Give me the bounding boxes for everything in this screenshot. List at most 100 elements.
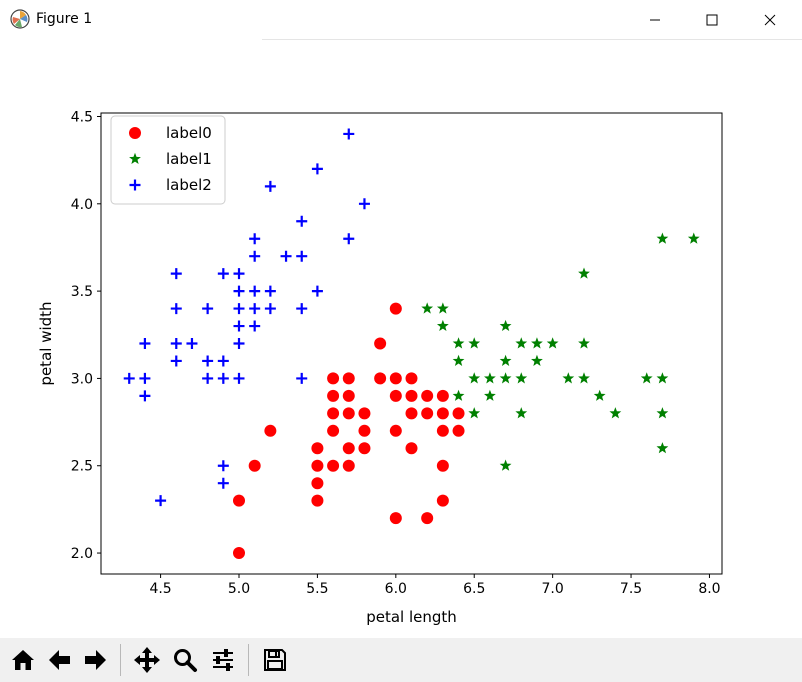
y-tick-label: 2.5: [71, 459, 93, 475]
label0-point: [233, 494, 245, 507]
y-tick-label: 4.5: [71, 109, 93, 125]
label1-point: [609, 407, 622, 419]
label2-point: [343, 233, 355, 245]
label2-point: [249, 233, 261, 245]
label1-point: [515, 337, 528, 349]
label2-point: [170, 338, 182, 349]
label2-point: [139, 338, 151, 349]
label0-point: [389, 302, 402, 315]
label2-point: [202, 355, 214, 367]
label2-point: [249, 250, 261, 262]
y-tick-label: 2.0: [71, 546, 93, 562]
label1-point: [499, 354, 512, 366]
label0-point: [327, 424, 340, 437]
matplotlib-logo-icon: [10, 9, 30, 29]
label1-point: [484, 389, 496, 401]
label0-point: [436, 389, 449, 402]
label1-point: [468, 407, 481, 419]
maximize-button[interactable]: [689, 0, 735, 40]
label0-point: [389, 424, 402, 437]
forward-button[interactable]: [79, 642, 113, 678]
label2-point: [249, 303, 261, 315]
x-tick-label: 7.0: [542, 581, 564, 597]
label2-point: [170, 268, 182, 280]
scatter-plot: 4.5 5.0 5.5 6.0 6.5 7.0 7.5 8.0 2.0 2.5 3.0 3.5 4.0 4…: [37, 109, 723, 626]
label1-point: [656, 232, 669, 244]
x-tick-label: 7.5: [620, 581, 642, 597]
legend-marker-label1: [129, 152, 141, 165]
label0-point: [421, 389, 434, 402]
label2-point: [217, 355, 229, 367]
label0-point: [358, 442, 371, 455]
label2-point: [358, 198, 370, 210]
label1-point: [499, 459, 512, 471]
label0-point: [389, 372, 402, 385]
label1-point: [562, 372, 575, 384]
label2-point: [249, 320, 261, 332]
label1-point: [656, 372, 669, 384]
window-titlebar: Figure 1: [0, 0, 802, 40]
label0-point: [374, 337, 387, 350]
label0-point: [358, 424, 371, 437]
label1-point: [468, 337, 481, 349]
series-label2: [123, 128, 370, 507]
label0-point: [264, 424, 277, 437]
label0-point: [358, 407, 371, 420]
label1-point: [515, 407, 528, 419]
label2-point: [139, 390, 151, 402]
home-button[interactable]: [6, 642, 40, 678]
label0-point: [311, 494, 324, 507]
titlebar-divider: [262, 39, 802, 40]
zoom-button[interactable]: [168, 642, 202, 678]
window-title: Figure 1: [36, 11, 93, 27]
label2-point: [139, 372, 151, 384]
label0-point: [436, 424, 449, 437]
close-button[interactable]: [747, 0, 793, 40]
label0-point: [311, 459, 324, 472]
label1-point: [531, 354, 543, 366]
legend-label: label0: [166, 124, 212, 142]
label0-point: [327, 372, 340, 385]
legend-label: label1: [166, 150, 212, 168]
toolbar-separator: [120, 644, 121, 676]
label1-point: [546, 337, 559, 349]
label2-point: [217, 268, 229, 280]
legend: label0 label1 label2: [110, 115, 226, 205]
label1-point: [452, 337, 465, 349]
label0-point: [342, 407, 355, 420]
label0-point: [233, 547, 245, 560]
toolbar-separator: [248, 644, 249, 676]
label0-point: [374, 372, 387, 385]
pan-button[interactable]: [130, 642, 164, 678]
series-label0: [233, 302, 465, 560]
label1-point: [452, 354, 465, 366]
label0-point: [405, 442, 418, 455]
label2-point: [233, 338, 245, 349]
label2-point: [233, 285, 245, 297]
label2-point: [311, 163, 323, 175]
maximize-icon: [706, 14, 718, 26]
magnifier-icon: [174, 649, 197, 672]
save-button[interactable]: [258, 642, 292, 678]
label1-point: [578, 372, 590, 384]
configure-subplots-button[interactable]: [206, 642, 240, 678]
label0-point: [342, 459, 355, 472]
label0-point: [405, 372, 418, 385]
label2-point: [202, 372, 214, 384]
label2-point: [311, 285, 323, 297]
label1-point: [436, 319, 449, 332]
minimize-button[interactable]: [632, 0, 678, 40]
navigation-toolbar: [0, 638, 802, 682]
label2-point: [170, 303, 182, 315]
x-tick-label: 6.5: [463, 581, 485, 597]
label0-point: [311, 477, 324, 490]
x-tick-label: 8.0: [698, 581, 720, 597]
label2-point: [155, 495, 167, 507]
sliders-icon: [213, 649, 233, 671]
y-tick-label: 3.5: [71, 284, 93, 300]
label2-point: [233, 372, 245, 384]
label0-point: [405, 389, 418, 402]
label1-point: [593, 389, 606, 401]
back-button[interactable]: [42, 642, 76, 678]
label1-point: [421, 302, 434, 314]
